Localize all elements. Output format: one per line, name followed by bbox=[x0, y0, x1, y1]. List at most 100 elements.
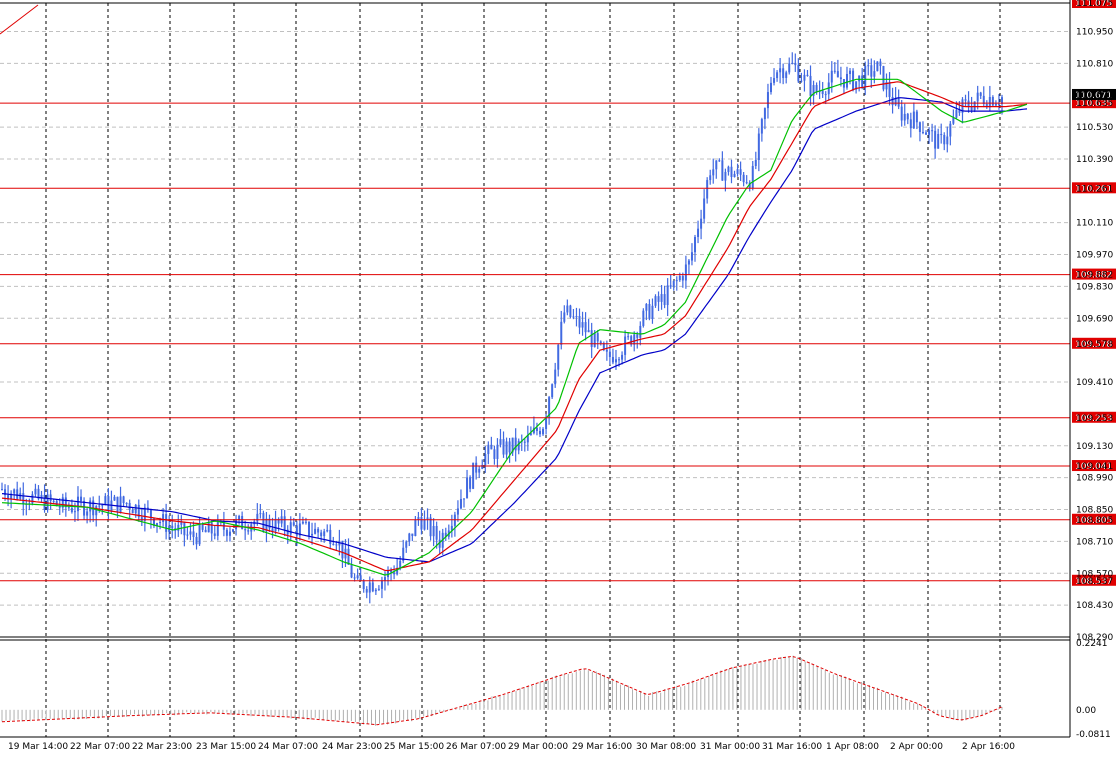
price-tick-label: 108.430 bbox=[1076, 601, 1113, 611]
candle-body bbox=[435, 525, 438, 540]
candle bbox=[788, 57, 791, 75]
time-tick-label: 31 Mar 00:00 bbox=[700, 742, 760, 752]
oscillator-panel bbox=[1, 655, 1003, 726]
candle bbox=[511, 437, 514, 456]
candle-body bbox=[116, 496, 119, 512]
candle bbox=[666, 278, 669, 317]
candle bbox=[627, 332, 630, 340]
candle-body bbox=[858, 75, 861, 82]
candle-body bbox=[642, 310, 645, 326]
candle-body bbox=[225, 529, 228, 536]
candle-body bbox=[985, 104, 988, 108]
candle bbox=[964, 94, 967, 107]
candle-body bbox=[159, 521, 162, 524]
candle bbox=[1, 482, 3, 491]
candle-body bbox=[657, 296, 660, 302]
candle bbox=[861, 67, 864, 90]
candle-body bbox=[821, 90, 824, 95]
candle bbox=[359, 567, 362, 581]
level-label-bg bbox=[1072, 97, 1116, 109]
candle bbox=[766, 83, 769, 119]
time-tick-label: 30 Mar 08:00 bbox=[636, 742, 696, 752]
candle bbox=[806, 69, 809, 77]
candle bbox=[912, 102, 915, 130]
candle-body bbox=[794, 62, 797, 66]
candle-body bbox=[681, 275, 684, 281]
candle-body bbox=[514, 437, 517, 451]
candle-body bbox=[876, 61, 879, 72]
candle-body bbox=[113, 496, 116, 501]
candle-body bbox=[897, 97, 900, 107]
candle-body bbox=[438, 539, 441, 548]
candle bbox=[429, 514, 432, 541]
time-tick-label: 25 Mar 15:00 bbox=[384, 742, 444, 752]
candle bbox=[538, 426, 541, 438]
level-label-bg bbox=[1072, 0, 1116, 8]
candle bbox=[377, 585, 380, 591]
candle-body bbox=[1001, 97, 1003, 104]
candle-body bbox=[396, 567, 399, 575]
candle-body bbox=[244, 529, 247, 531]
candle bbox=[61, 493, 64, 513]
time-tick-label: 24 Mar 23:00 bbox=[322, 742, 382, 752]
candle-body bbox=[915, 111, 918, 123]
candle-body bbox=[940, 133, 943, 136]
candle bbox=[997, 94, 1000, 110]
candle bbox=[502, 431, 505, 458]
candle-body bbox=[605, 349, 608, 352]
candle-body bbox=[311, 533, 314, 536]
candle bbox=[867, 59, 870, 76]
candle-body bbox=[663, 294, 666, 306]
candle bbox=[131, 507, 134, 514]
candle bbox=[22, 482, 25, 516]
candle-body bbox=[870, 65, 873, 77]
candle-body bbox=[760, 119, 763, 134]
candle bbox=[423, 510, 426, 531]
candle bbox=[156, 522, 159, 533]
candle-body bbox=[599, 341, 602, 344]
candle-body bbox=[143, 507, 146, 521]
candle bbox=[721, 151, 724, 181]
candle bbox=[542, 427, 545, 436]
candle bbox=[210, 520, 213, 541]
price-tick-label: 108.805 bbox=[1076, 516, 1113, 526]
price-tick-label: 110.530 bbox=[1076, 123, 1113, 133]
candle-body bbox=[651, 305, 654, 319]
candle bbox=[304, 517, 307, 525]
candle-body bbox=[58, 505, 61, 508]
candle-body bbox=[423, 519, 426, 530]
candle bbox=[554, 362, 557, 388]
candle bbox=[317, 527, 320, 538]
candle bbox=[694, 234, 697, 262]
price-tick-label: 109.041 bbox=[1076, 462, 1113, 472]
candle-body bbox=[329, 529, 332, 544]
candle bbox=[463, 498, 466, 508]
candle-body bbox=[122, 496, 125, 504]
candle bbox=[712, 158, 715, 184]
candle-body bbox=[970, 107, 973, 111]
candle-body bbox=[669, 285, 672, 287]
candle-body bbox=[61, 497, 64, 508]
candle-body bbox=[569, 305, 572, 317]
candle-body bbox=[511, 437, 514, 453]
candle-body bbox=[481, 465, 484, 469]
candle-body bbox=[861, 75, 864, 87]
candle-body bbox=[523, 441, 526, 443]
candle-body bbox=[815, 85, 818, 93]
level-label-bg bbox=[1072, 268, 1116, 280]
time-tick-label: 24 Mar 07:00 bbox=[258, 742, 318, 752]
candle-body bbox=[672, 280, 675, 287]
candle-body bbox=[34, 488, 37, 495]
candle bbox=[803, 69, 806, 92]
candle bbox=[782, 63, 785, 85]
candle bbox=[374, 588, 377, 595]
candle-body bbox=[712, 169, 715, 176]
candle bbox=[393, 565, 396, 580]
candle bbox=[34, 483, 37, 498]
candle-body bbox=[207, 522, 210, 533]
price-tick-label: 109.690 bbox=[1076, 314, 1113, 324]
candle-body bbox=[104, 496, 107, 506]
candle bbox=[514, 428, 517, 462]
candle-body bbox=[645, 304, 648, 311]
